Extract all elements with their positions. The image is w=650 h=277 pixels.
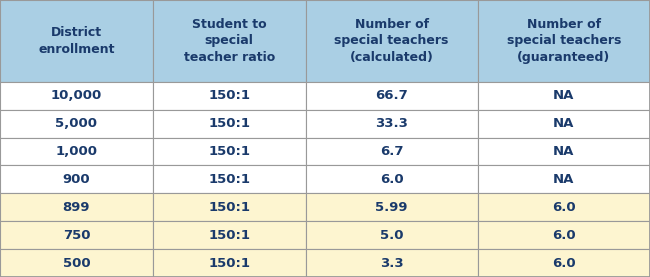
Bar: [153, 249, 306, 277]
Bar: [306, 110, 478, 137]
Bar: [478, 82, 650, 110]
Text: 6.0: 6.0: [552, 229, 576, 242]
Text: 6.0: 6.0: [552, 201, 576, 214]
Bar: [478, 137, 650, 165]
Bar: [306, 137, 478, 165]
Bar: [0, 221, 153, 249]
Text: 3.3: 3.3: [380, 257, 404, 270]
Bar: [0, 0, 153, 82]
Text: 150:1: 150:1: [208, 173, 250, 186]
Text: 33.3: 33.3: [375, 117, 408, 130]
Bar: [306, 193, 478, 221]
Bar: [478, 193, 650, 221]
Text: 900: 900: [62, 173, 90, 186]
Text: 899: 899: [62, 201, 90, 214]
Bar: [306, 165, 478, 193]
Bar: [306, 0, 478, 82]
Bar: [153, 110, 306, 137]
Bar: [306, 249, 478, 277]
Bar: [0, 137, 153, 165]
Text: NA: NA: [553, 145, 575, 158]
Text: 150:1: 150:1: [208, 117, 250, 130]
Text: NA: NA: [553, 173, 575, 186]
Bar: [0, 165, 153, 193]
Bar: [478, 110, 650, 137]
Bar: [306, 221, 478, 249]
Text: 750: 750: [62, 229, 90, 242]
Bar: [0, 249, 153, 277]
Bar: [478, 221, 650, 249]
Text: 6.0: 6.0: [552, 257, 576, 270]
Bar: [153, 82, 306, 110]
Bar: [153, 193, 306, 221]
Text: 1,000: 1,000: [55, 145, 98, 158]
Text: Student to
special
teacher ratio: Student to special teacher ratio: [183, 18, 275, 64]
Text: 66.7: 66.7: [375, 89, 408, 102]
Text: 5,000: 5,000: [55, 117, 98, 130]
Text: 150:1: 150:1: [208, 145, 250, 158]
Bar: [153, 0, 306, 82]
Text: 150:1: 150:1: [208, 201, 250, 214]
Text: NA: NA: [553, 89, 575, 102]
Text: 150:1: 150:1: [208, 229, 250, 242]
Text: Number of
special teachers
(calculated): Number of special teachers (calculated): [335, 18, 448, 64]
Text: NA: NA: [553, 117, 575, 130]
Bar: [153, 165, 306, 193]
Text: 500: 500: [62, 257, 90, 270]
Bar: [153, 137, 306, 165]
Bar: [153, 221, 306, 249]
Bar: [478, 165, 650, 193]
Text: District
enrollment: District enrollment: [38, 26, 114, 56]
Text: 150:1: 150:1: [208, 257, 250, 270]
Bar: [0, 110, 153, 137]
Text: Number of
special teachers
(guaranteed): Number of special teachers (guaranteed): [507, 18, 621, 64]
Bar: [0, 193, 153, 221]
Bar: [478, 0, 650, 82]
Text: 150:1: 150:1: [208, 89, 250, 102]
Bar: [478, 249, 650, 277]
Text: 5.0: 5.0: [380, 229, 404, 242]
Text: 5.99: 5.99: [376, 201, 408, 214]
Text: 6.0: 6.0: [380, 173, 404, 186]
Bar: [0, 82, 153, 110]
Bar: [306, 82, 478, 110]
Text: 10,000: 10,000: [51, 89, 102, 102]
Text: 6.7: 6.7: [380, 145, 404, 158]
